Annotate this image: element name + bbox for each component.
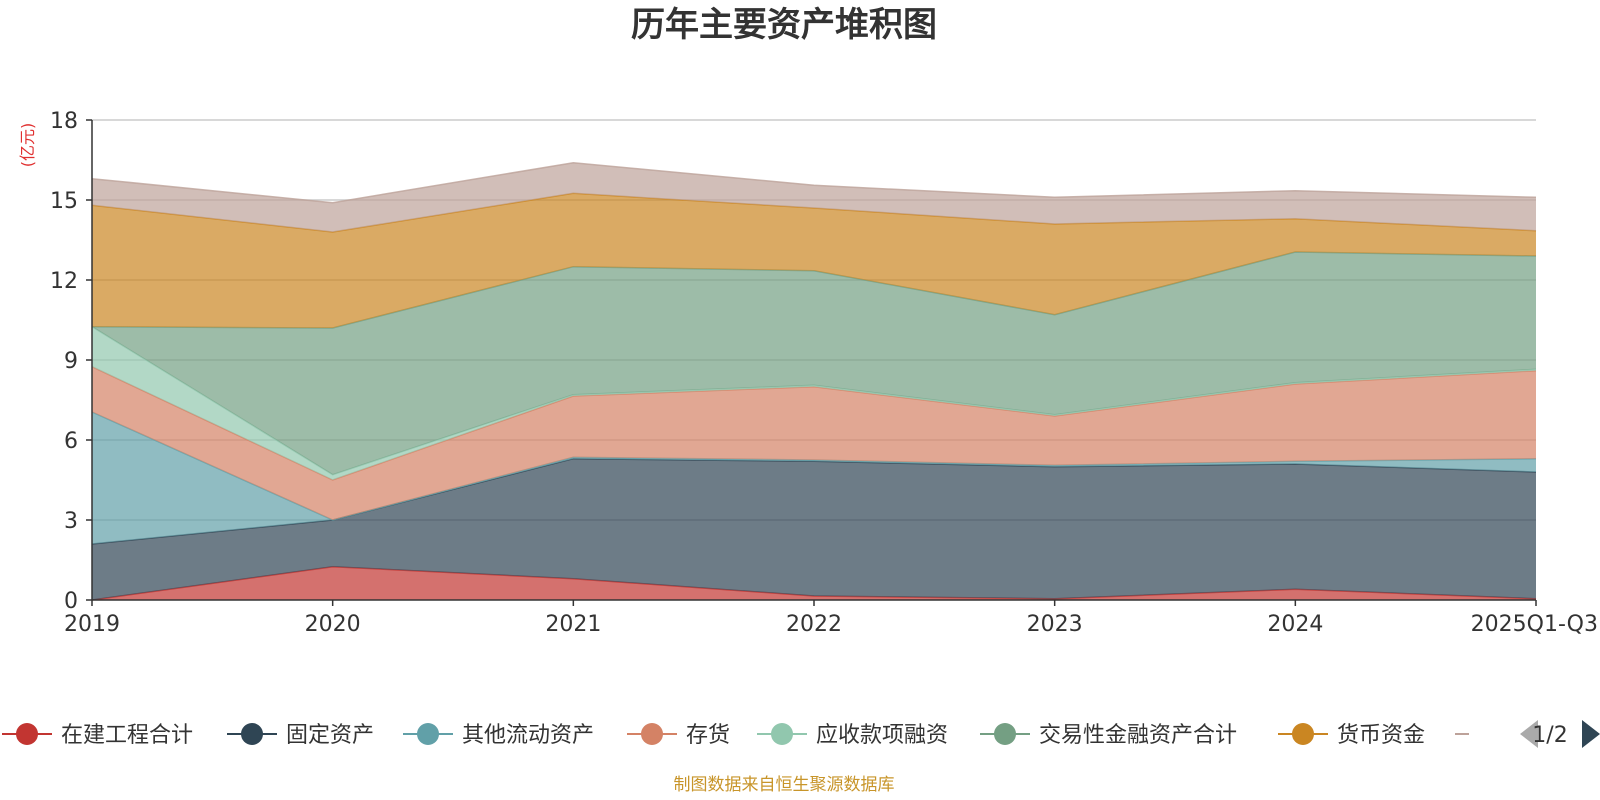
chart-title: 历年主要资产堆积图 [631,5,937,45]
x-tick-label: 2024 [1267,612,1323,637]
x-tick-label: 2025Q1-Q3 [1471,612,1598,637]
legend: 在建工程合计 固定资产 其他流动资产 存货 应收款项融资 交易性金融资产合计 货币资金 1/2 [2,720,1600,748]
legend-item-6[interactable]: 货币资金 [1278,723,1425,748]
area-series-0 [92,566,1536,600]
y-tick-label: 18 [50,109,78,134]
legend-marker [1469,723,1491,745]
axes: 0 3 6 9 12 15 18 2019 2020 2021 2022 2023 2024 2025Q1… [50,109,1598,637]
legend-label: 在建工程合计 [61,723,193,748]
legend-item-4[interactable]: 应收款项融资 [757,723,948,748]
y-axis-unit: (亿元) [18,123,37,168]
legend-label: 货币资金 [1337,723,1425,748]
x-tick-label: 2020 [305,612,361,637]
y-tick-label: 12 [50,269,78,294]
legend-marker [417,723,439,745]
legend-marker [994,723,1016,745]
x-tick-label: 2023 [1027,612,1083,637]
legend-next-icon[interactable] [1582,720,1600,748]
legend-item-2[interactable]: 其他流动资产 [403,723,594,748]
legend-item-0[interactable]: 在建工程合计 [2,723,193,748]
area-series-6 [92,193,1536,328]
legend-label: 交易性金融资产合计 [1039,723,1237,748]
legend-label: 其他流动资产 [462,723,594,748]
footer-source: 制图数据来自恒生聚源数据库 [674,775,895,795]
legend-item-1[interactable]: 固定资产 [227,723,374,748]
x-tick-label: 2021 [545,612,601,637]
legend-prev-icon[interactable] [1520,720,1538,748]
area-series-1 [92,458,1536,600]
area-series-7-edge [91,161,1537,204]
area-series-5 [92,252,1536,475]
y-tick-label: 3 [64,509,78,534]
legend-item-3[interactable]: 存货 [627,723,730,748]
legend-marker [241,723,263,745]
area-series-7 [92,162,1536,232]
legend-marker [16,723,38,745]
legend-item-7[interactable] [1455,723,1505,745]
legend-marker [1292,723,1314,745]
legend-item-5[interactable]: 交易性金融资产合计 [980,723,1237,748]
legend-label: 存货 [686,723,730,748]
plot-area [91,161,1537,601]
area-series-3 [92,366,1536,520]
x-tick-label: 2022 [786,612,842,637]
x-tick-label: 2019 [64,612,120,637]
legend-page-indicator: 1/2 [1532,723,1567,748]
y-tick-label: 15 [50,189,78,214]
y-tick-label: 9 [64,349,78,374]
legend-label: 固定资产 [286,723,374,748]
legend-marker [771,723,793,745]
y-tick-label: 6 [64,429,78,454]
legend-marker [641,723,663,745]
legend-label: 应收款项融资 [816,723,948,748]
y-tick-label: 0 [64,589,78,614]
